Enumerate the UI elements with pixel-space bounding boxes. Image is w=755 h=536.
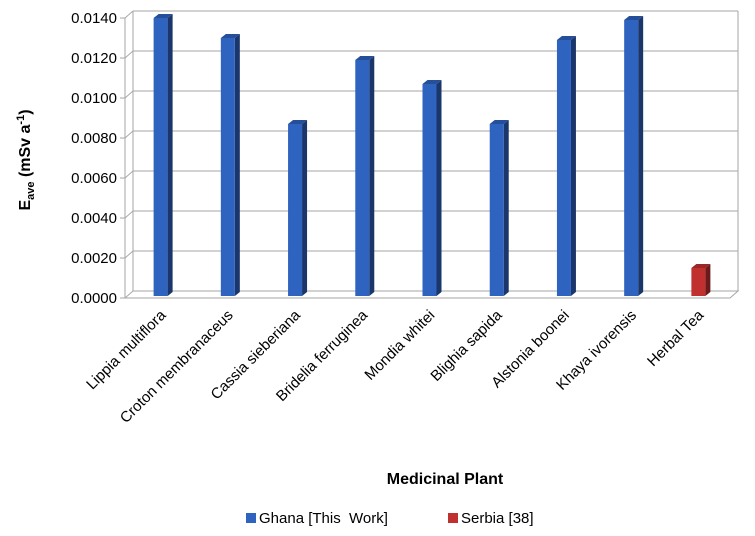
y-tick-label: 0.0120 [71, 50, 117, 67]
bar-ghana-0 [153, 14, 173, 296]
y-tick-label: 0.0000 [71, 290, 117, 307]
gridline-diagonal [124, 130, 134, 139]
bar-front [422, 84, 437, 296]
legend-label-ghana: Ghana [This Work] [259, 510, 388, 527]
gridline-diagonal [124, 10, 134, 19]
bar-ghana-2 [288, 120, 308, 296]
y-tick-label: 0.0040 [71, 210, 117, 227]
legend-label-serbia: Serbia [38] [461, 510, 534, 527]
bar-front [556, 40, 571, 296]
bar-front [220, 38, 235, 296]
x-axis-title: Medicinal Plant [387, 471, 504, 488]
gridline-diagonal [124, 90, 134, 99]
y-tick-label: 0.0060 [71, 170, 117, 187]
bar-ghana-5 [489, 120, 509, 296]
legend-swatch-ghana [246, 513, 256, 523]
x-tick-label: Croton membranaceus [117, 307, 237, 427]
bar-front [153, 18, 168, 296]
y-axis-title-close: ) [17, 109, 34, 114]
gridline-diagonal [124, 210, 134, 219]
bar-serbia-8 [691, 264, 711, 296]
y-tick-label: 0.0100 [71, 90, 117, 107]
gridline-diagonal [124, 170, 134, 179]
bar-side [369, 56, 375, 296]
bar-top [153, 14, 173, 18]
bar-top [355, 56, 375, 60]
bar-side [638, 16, 644, 296]
gridline-diagonal [124, 250, 134, 259]
bar-top [624, 16, 644, 20]
bar-front [288, 124, 303, 296]
x-tick-label: Herbal Tea [644, 306, 708, 370]
bar-top [556, 36, 576, 40]
bar-top [691, 264, 711, 268]
bar-ghana-1 [220, 34, 240, 296]
bar-side [302, 120, 308, 296]
y-tick-label: 0.0140 [71, 10, 117, 27]
bar-top [489, 120, 509, 124]
legend: Ghana [This Work] Serbia [38] [246, 510, 534, 527]
bar-front [691, 268, 706, 296]
bar-side [234, 34, 240, 296]
bar-front [489, 124, 504, 296]
y-axis-title-units: (mSv a [17, 124, 34, 181]
y-axis-title: Eave (mSv a-1) [15, 109, 37, 210]
y-axis-title-main: E [17, 200, 34, 211]
y-tick-labels: 0.0000 0.0020 0.0040 0.0060 0.0080 0.0100 0.01… [71, 10, 117, 307]
bars [153, 14, 711, 296]
bar-side [570, 36, 576, 296]
y-tick-label: 0.0080 [71, 130, 117, 147]
bar-top [220, 34, 240, 38]
bar-front [355, 60, 370, 296]
gridline-diagonal [124, 50, 134, 59]
bar-ghana-6 [556, 36, 576, 296]
bar-side [503, 120, 509, 296]
bar-side [705, 264, 711, 296]
y-axis-title-subscript: ave [25, 182, 37, 200]
bar-ghana-3 [355, 56, 375, 296]
y-axis-title-superscript: -1 [15, 115, 27, 125]
legend-swatch-serbia [448, 513, 458, 523]
bar-ghana-4 [422, 80, 442, 296]
bar-top [422, 80, 442, 84]
bar-top [288, 120, 308, 124]
y-tick-label: 0.0020 [71, 250, 117, 267]
bar-side [436, 80, 442, 296]
bar-ghana-7 [624, 16, 644, 296]
bar-front [624, 20, 639, 296]
bar-side [167, 14, 173, 296]
